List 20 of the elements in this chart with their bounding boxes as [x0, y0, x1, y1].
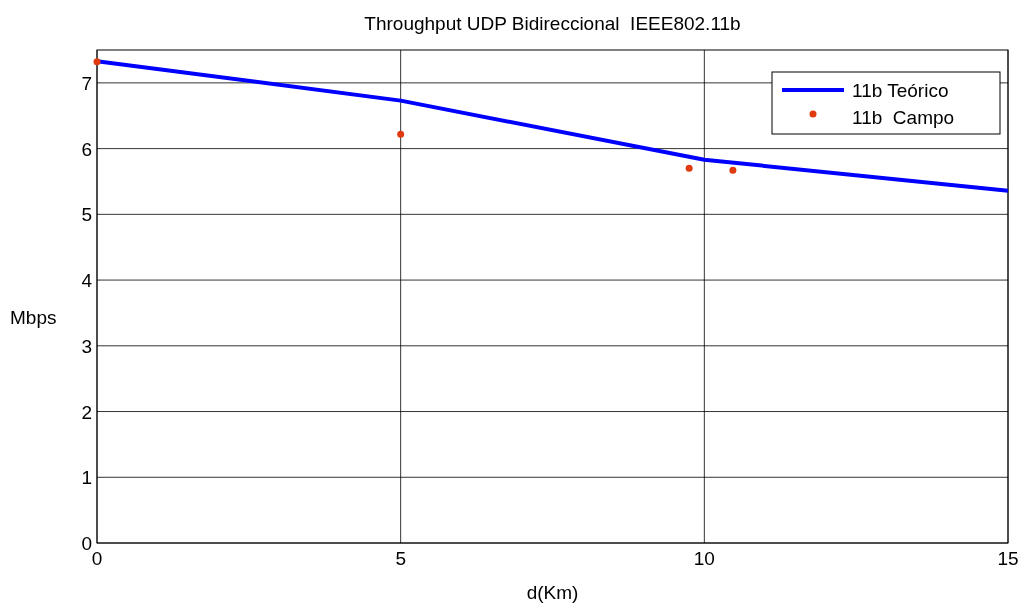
- y-tick-label: 2: [81, 401, 92, 423]
- chart-title: Throughput UDP Bidireccional IEEE802.11b: [364, 13, 741, 34]
- point: [685, 164, 693, 172]
- y-tick-label: 1: [81, 467, 92, 489]
- x-tick-label: 10: [693, 548, 715, 569]
- y-tick-label: 6: [81, 138, 92, 160]
- point: [93, 58, 101, 66]
- legend-label: 11b Campo: [852, 107, 955, 128]
- y-axis-title: Mbps: [10, 307, 57, 328]
- point: [397, 130, 405, 138]
- legend-label: 11b Teórico: [852, 80, 949, 101]
- x-axis-title: d(Km): [526, 582, 579, 603]
- y-tick-label: 7: [81, 72, 92, 94]
- y-tick-label: 4: [81, 270, 93, 292]
- point: [729, 166, 737, 174]
- x-tick-label: 15: [997, 548, 1019, 569]
- y-tick-label: 3: [81, 335, 92, 357]
- y-tick-label: 5: [81, 204, 92, 226]
- x-tick-label: 5: [395, 548, 406, 569]
- y-tick-label: 0: [81, 533, 92, 554]
